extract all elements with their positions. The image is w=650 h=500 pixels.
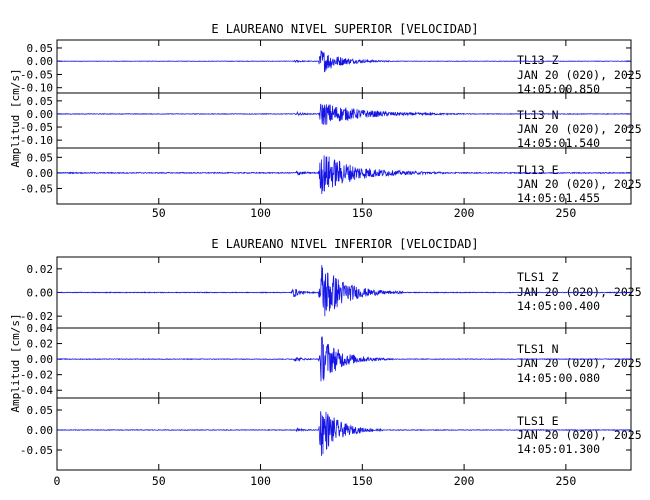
waveform-trace xyxy=(56,103,632,125)
x-tick-label: 100 xyxy=(250,474,271,488)
waveform-trace xyxy=(56,155,632,195)
y-tick-label: 0.00 xyxy=(27,353,54,366)
panel-date-label: JAN 20 (020), 2025 xyxy=(517,122,642,136)
panel-component-label: TL13 Z xyxy=(517,53,559,67)
panel-time-label: 14:05:00.850 xyxy=(517,82,600,96)
panel-component-label: TLS1 E xyxy=(517,414,559,428)
x-tick-label: 150 xyxy=(352,474,373,488)
x-tick-label: 50 xyxy=(152,206,166,220)
y-axis-label: Amplitud [cm/s] xyxy=(9,313,22,412)
y-tick-label: -0.05 xyxy=(20,68,53,81)
y-tick-label: -0.02 xyxy=(20,369,53,382)
panel-date-label: JAN 20 (020), 2025 xyxy=(517,285,642,299)
panel-date-label: JAN 20 (020), 2025 xyxy=(517,177,642,191)
x-tick-label: 50 xyxy=(152,474,166,488)
y-tick-label: 0.00 xyxy=(27,108,54,121)
y-tick-label: 0.02 xyxy=(27,263,54,276)
panel-time-label: 14:05:01.300 xyxy=(517,442,600,456)
panel-tl13-z: TL13 Z JAN 20 (020), 2025 14:05:00.850 xyxy=(517,53,642,96)
y-tick-label: -0.04 xyxy=(20,384,53,397)
waveform-trace xyxy=(56,50,632,73)
panel-component-label: TLS1 Z xyxy=(517,270,559,284)
y-tick-label: -0.05 xyxy=(20,444,53,457)
chart-title: E LAUREANO NIVEL SUPERIOR [VELOCIDAD] xyxy=(211,22,478,36)
y-tick-label: 0.05 xyxy=(27,151,54,164)
x-tick-label: 150 xyxy=(352,206,373,220)
y-tick-label: 0.05 xyxy=(27,404,54,417)
y-tick-label: -0.05 xyxy=(20,121,53,134)
y-tick-label: 0.05 xyxy=(27,42,54,55)
y-tick-label: -0.10 xyxy=(20,134,53,147)
panel-frame xyxy=(56,397,632,471)
y-tick-label: 0.00 xyxy=(27,287,54,300)
y-tick-label: 0.00 xyxy=(27,55,54,68)
panel-time-label: 14:05:00.080 xyxy=(517,371,600,385)
panel-time-label: 14:05:01.540 xyxy=(517,136,600,150)
panel-date-label: JAN 20 (020), 2025 xyxy=(517,428,642,442)
x-tick-label: 0 xyxy=(54,474,61,488)
y-tick-label: 0.00 xyxy=(27,167,54,180)
chart-nivel-superior: E LAUREANO NIVEL SUPERIOR [VELOCIDAD] Am… xyxy=(9,22,642,220)
panel-date-label: JAN 20 (020), 2025 xyxy=(517,68,642,82)
chart-title: E LAUREANO NIVEL INFERIOR [VELOCIDAD] xyxy=(211,237,478,251)
waveform-trace xyxy=(56,411,632,456)
panel-time-label: 14:05:00.400 xyxy=(517,299,600,313)
panel-tl13-e: TL13 E JAN 20 (020), 2025 14:05:01.455 xyxy=(517,163,642,205)
panel-tls1-e: TLS1 E JAN 20 (020), 2025 14:05:01.300 xyxy=(517,414,642,456)
x-tick-label: 100 xyxy=(250,206,271,220)
panel-tls1-z: TLS1 Z JAN 20 (020), 2025 14:05:00.400 xyxy=(517,270,642,313)
x-tick-label: 200 xyxy=(454,474,475,488)
panel-date-label: JAN 20 (020), 2025 xyxy=(517,356,642,370)
panel-tls1-n: TLS1 N JAN 20 (020), 2025 14:05:00.080 xyxy=(517,342,642,385)
y-tick-label: -0.10 xyxy=(20,82,53,95)
y-tick-label: 0.02 xyxy=(27,338,54,351)
x-tick-label: 200 xyxy=(454,206,475,220)
panel-component-label: TL13 E xyxy=(517,163,559,177)
panel-component-label: TL13 N xyxy=(517,108,559,122)
y-tick-label: 0.00 xyxy=(27,424,54,437)
waveform-trace xyxy=(56,336,632,382)
y-axis-label: Amplitud [cm/s] xyxy=(9,68,22,167)
x-tick-label: 250 xyxy=(555,474,576,488)
panel-component-label: TLS1 N xyxy=(517,342,559,356)
y-tick-label: 0.04 xyxy=(27,322,54,335)
x-tick-label: 250 xyxy=(555,206,576,220)
panel-tl13-n: TL13 N JAN 20 (020), 2025 14:05:01.540 xyxy=(517,108,642,150)
panel-time-label: 14:05:01.455 xyxy=(517,191,600,205)
waveform-trace xyxy=(56,265,632,317)
chart-nivel-inferior: E LAUREANO NIVEL INFERIOR [VELOCIDAD] Am… xyxy=(9,237,642,488)
panel-frame xyxy=(56,147,632,205)
y-tick-label: -0.05 xyxy=(20,182,53,195)
y-tick-label: -0.02 xyxy=(20,310,53,323)
y-tick-label: 0.05 xyxy=(27,95,54,108)
